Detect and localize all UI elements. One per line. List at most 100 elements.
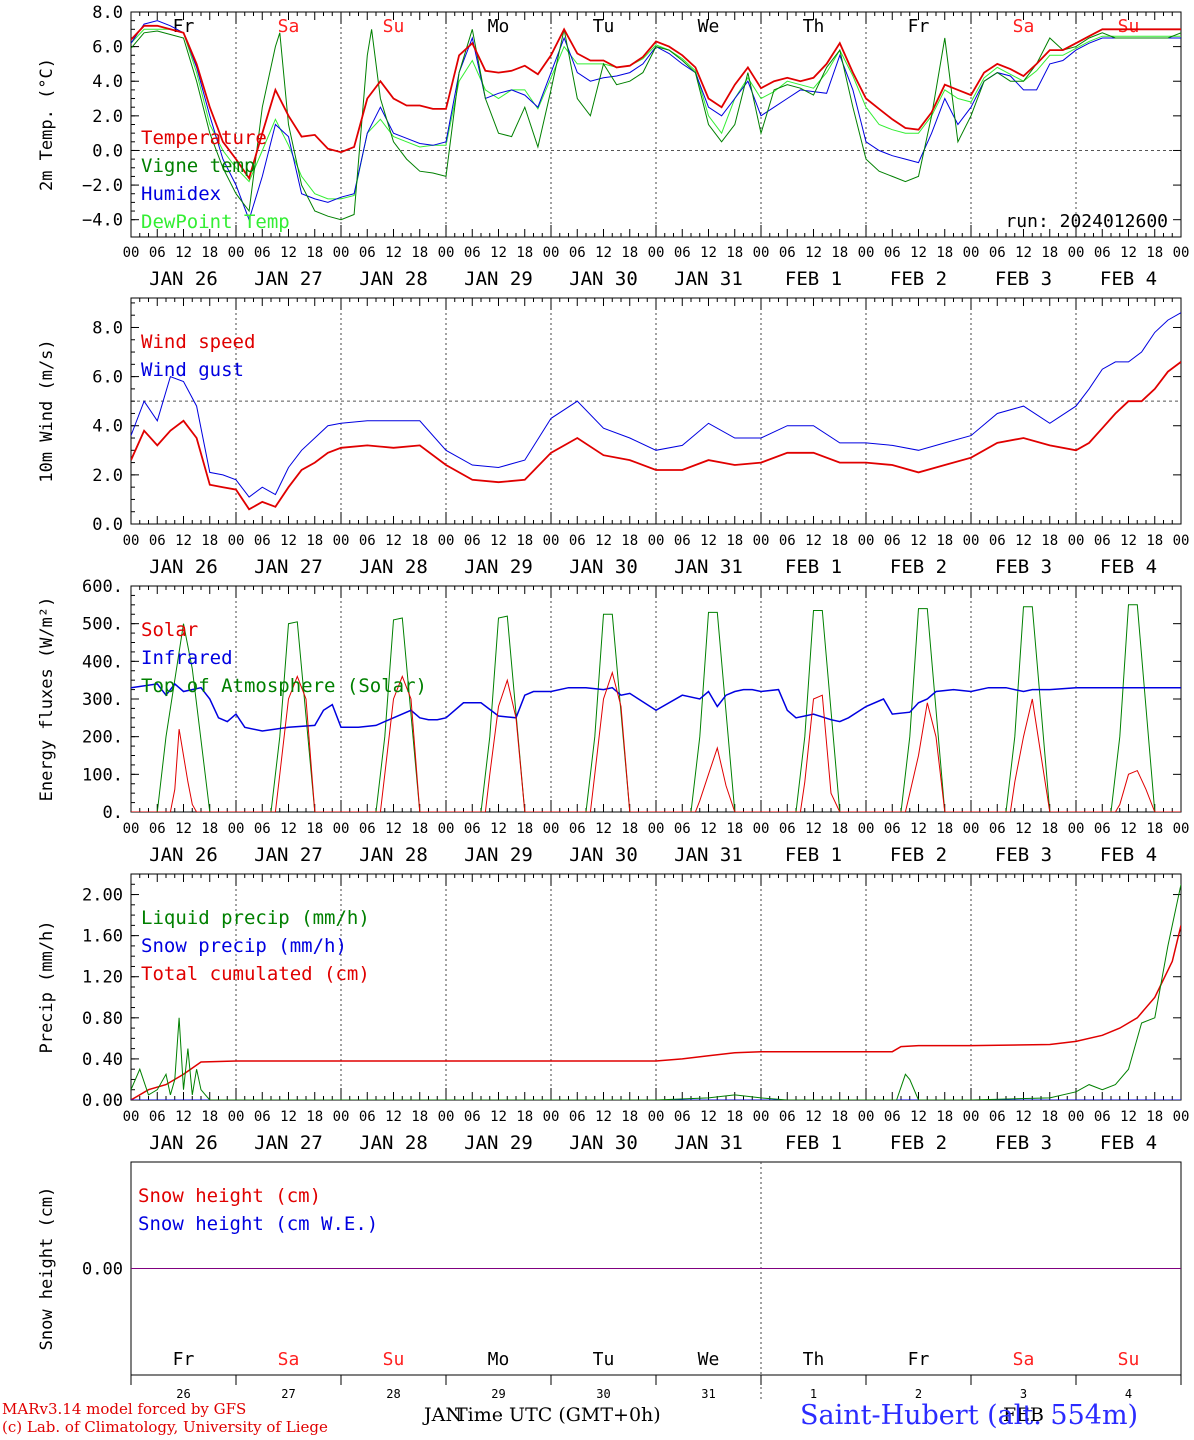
x-hour-label: 12 [490, 533, 507, 549]
panel-precip: 0.00 0.40 0.80 1.20 1.60 2.00 Precip (mm/h) 00 0… [37, 873, 1189, 1154]
x-hour-label: 00 [1068, 533, 1085, 549]
series-line-vigne-temp [131, 29, 1181, 221]
y-tick-label: 1.60 [82, 927, 123, 947]
x-hour-label: 12 [805, 821, 822, 837]
x-hour-label: 06 [149, 245, 166, 261]
x-hour-label: 06 [149, 1109, 166, 1125]
y-tick-label: 500. [82, 615, 123, 635]
x-hour-label: 18 [516, 1109, 533, 1125]
x-weekday-label: Sa [1013, 1349, 1035, 1370]
x-date-label: FEB 1 [785, 268, 842, 290]
x-hour-label: 06 [464, 821, 481, 837]
legend-entry: Infrared [141, 647, 233, 669]
x-hour-label: 00 [858, 1109, 875, 1125]
y-tick-label: 200. [82, 728, 123, 748]
x-hour-label: 00 [228, 1109, 245, 1125]
x-hour-label: 06 [884, 1109, 901, 1125]
x-date-label: FEB 2 [890, 556, 947, 578]
x-hour-label: 12 [490, 245, 507, 261]
x-hour-label: 12 [805, 533, 822, 549]
x-date-label: JAN 29 [464, 844, 533, 866]
y-tick-label: 300. [82, 690, 123, 710]
x-hour-label: 12 [175, 533, 192, 549]
x-hour-label: 18 [726, 1109, 743, 1125]
x-hour-label: 06 [1094, 821, 1111, 837]
x-hour-label: 00 [1068, 245, 1085, 261]
top-weekday-label: Mo [488, 16, 510, 37]
x-date-label: FEB 3 [995, 556, 1052, 578]
x-hour-label: 18 [831, 245, 848, 261]
x-date-label: JAN 30 [569, 556, 638, 578]
x-hour-label: 06 [359, 245, 376, 261]
x-hour-label: 12 [595, 1109, 612, 1125]
legend-entry: Wind gust [141, 359, 244, 381]
x-hour-label: 00 [333, 245, 350, 261]
series-line-total-cumulated-cm- [131, 925, 1181, 1100]
x-hour-label: 18 [201, 245, 218, 261]
x-hour-label: 18 [831, 533, 848, 549]
x-hour-label: 00 [648, 821, 665, 837]
x-hour-label: 12 [1120, 533, 1137, 549]
x-hour-label: 18 [1041, 1109, 1058, 1125]
x-hour-label: 00 [333, 533, 350, 549]
x-hour-label: 18 [306, 1109, 323, 1125]
x-hour-label: 06 [989, 821, 1006, 837]
y-tick-label: −4.0 [82, 211, 123, 231]
series-line-liquid-precip-mm-h- [131, 884, 1181, 1100]
x-hour-label: 18 [936, 821, 953, 837]
x-hour-label: 00 [858, 821, 875, 837]
x-hour-label: 18 [201, 1109, 218, 1125]
x-hour-label: 18 [1041, 245, 1058, 261]
x-hour-label: 18 [306, 245, 323, 261]
x-hour-label: 18 [621, 1109, 638, 1125]
legend-entry: Temperature [141, 127, 267, 149]
x-date-label: FEB 4 [1100, 556, 1157, 578]
legend-entry: Solar [141, 619, 198, 641]
x-daynum-label: 31 [701, 1387, 715, 1401]
x-date-label: JAN 28 [359, 268, 428, 290]
x-hour-label: 06 [464, 533, 481, 549]
series-line-wind-speed [131, 361, 1181, 511]
x-date-label: JAN 28 [359, 556, 428, 578]
x-hour-label: 12 [595, 245, 612, 261]
run-annotation: run: 2024012600 [1005, 211, 1168, 232]
x-hour-label: 18 [1146, 245, 1163, 261]
x-date-label: JAN 29 [464, 1132, 533, 1154]
x-hour-label: 12 [1015, 1109, 1032, 1125]
x-hour-label: 06 [254, 533, 271, 549]
series-line-dewpoint-temp [131, 28, 1181, 200]
x-date-label: JAN 31 [674, 556, 743, 578]
series-line-wind-gust [131, 312, 1181, 498]
x-hour-label: 00 [963, 1109, 980, 1125]
x-hour-label: 12 [1120, 245, 1137, 261]
x-date-label: JAN 26 [149, 1132, 218, 1154]
x-hour-label: 18 [411, 245, 428, 261]
x-hour-label: 12 [385, 1109, 402, 1125]
x-weekday-label: Fr [908, 1349, 930, 1370]
x-hour-label: 00 [123, 533, 140, 549]
x-hour-label: 12 [490, 821, 507, 837]
x-date-label: FEB 4 [1100, 1132, 1157, 1154]
x-hour-label: 12 [1015, 533, 1032, 549]
x-hour-label: 06 [884, 821, 901, 837]
y-tick-label: 600. [82, 577, 123, 597]
x-hour-label: 12 [910, 821, 927, 837]
x-hour-label: 06 [569, 533, 586, 549]
x-hour-label: 06 [464, 245, 481, 261]
x-weekday-label: We [698, 1349, 720, 1370]
x-date-label: JAN 29 [464, 556, 533, 578]
x-date-label: JAN 30 [569, 1132, 638, 1154]
x-hour-label: 12 [910, 245, 927, 261]
legend-entry: Snow height (cm W.E.) [138, 1213, 378, 1235]
x-daynum-label: 3 [1020, 1387, 1027, 1401]
x-date-label: JAN 31 [674, 844, 743, 866]
x-hour-label: 00 [333, 821, 350, 837]
x-hour-label: 06 [359, 533, 376, 549]
x-hour-label: 00 [543, 245, 560, 261]
legend-entry: Humidex [141, 183, 221, 205]
x-hour-label: 06 [149, 533, 166, 549]
x-date-label: JAN 28 [359, 1132, 428, 1154]
x-hour-label: 00 [963, 245, 980, 261]
x-hour-label: 12 [175, 1109, 192, 1125]
panel-wind: 0.0 2.0 4.0 6.0 8.0 10m Wind (m/s) 00 06 12 18 00 0… [37, 297, 1189, 578]
